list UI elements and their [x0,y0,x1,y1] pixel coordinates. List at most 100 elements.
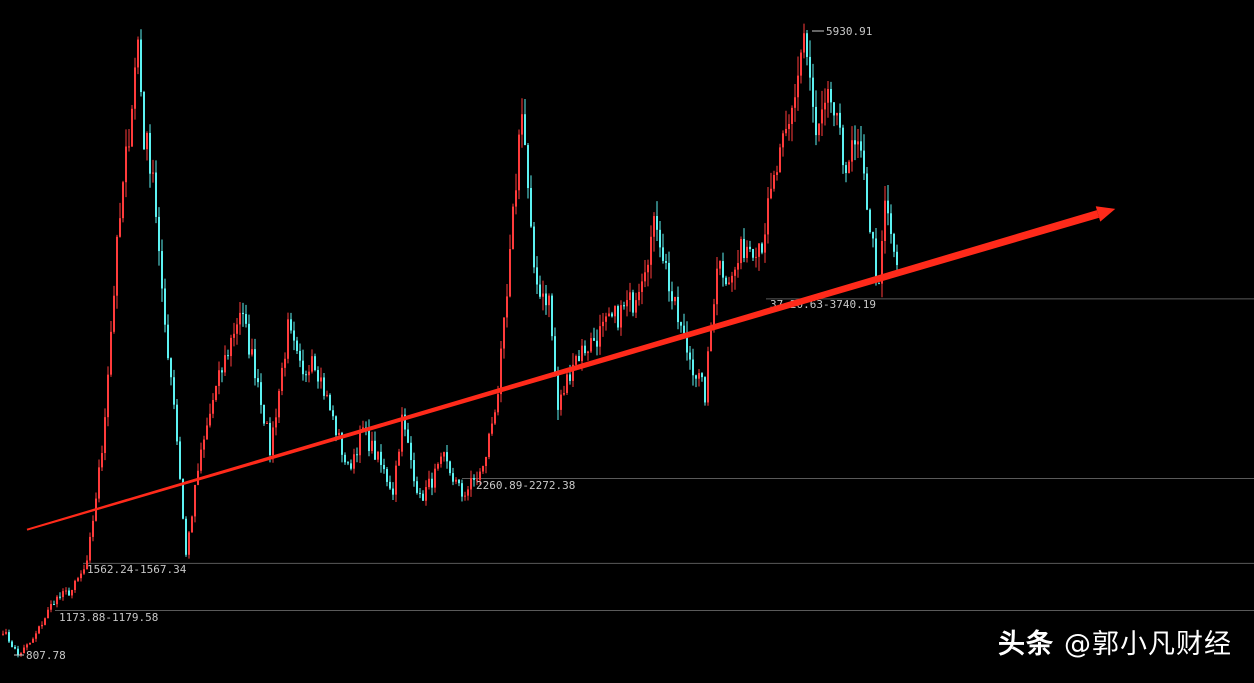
candle-body [83,569,85,574]
candle-body [2,633,4,635]
level-label: 5930.91 [826,25,872,38]
candle-body [566,374,568,394]
candle-body [455,479,457,482]
candle-body [368,428,370,452]
candle-body [854,140,856,145]
candle-body [581,345,583,362]
candle-body [665,260,667,263]
candle-body [185,518,187,555]
candle-body [251,349,253,355]
candle-body [17,648,19,655]
candle-body [554,336,556,372]
candle-body [599,326,601,347]
candle-body [866,173,868,210]
candle-body [527,145,529,189]
candle-body [11,641,13,647]
candle-body [650,236,652,265]
candle-body [452,473,454,482]
candle-body [569,374,571,381]
candle-body [497,394,499,413]
candle-body [734,269,736,276]
candle-body [359,430,361,456]
candle-body [833,102,835,116]
candle-body [671,291,673,302]
candle-body [281,367,283,391]
candle-body [677,296,679,323]
candle-body [611,313,613,317]
candle-body [305,374,307,376]
candle-body [29,642,31,645]
candle-body [560,394,562,410]
candle-body [62,591,64,598]
candle-body [344,454,346,463]
candle-body [476,479,478,481]
candle-body [461,483,463,497]
candle-body [467,489,469,496]
candle-body [107,374,109,418]
candle-body [269,422,271,456]
candle-body [161,251,163,289]
candle-body [131,108,133,147]
candle-body [809,56,811,78]
candle-body [692,359,694,376]
candle-body [56,596,58,605]
candle-body [872,232,874,239]
candle-body [77,578,79,581]
candle-body [443,452,445,457]
candle-body [341,432,343,455]
candle-body [812,77,814,107]
candle-body [893,233,895,252]
candle-body [446,452,448,462]
candle-body [380,451,382,465]
candle-body [728,282,730,285]
candle-body [272,427,274,456]
candle-body [101,453,103,468]
candle-body [296,340,298,351]
candle-body [758,243,760,257]
candle-body [716,268,718,305]
candle-body [275,417,277,428]
candle-body [797,75,799,98]
candle-body [623,305,625,307]
candle-body [869,209,871,233]
candle-body [215,385,217,400]
candle-body [875,238,877,283]
candle-body [659,229,661,248]
candle-body [686,333,688,353]
candle-body [593,338,595,341]
candle-body [644,272,646,282]
candle-body [824,102,826,110]
candle-body [563,393,565,395]
candle-body [572,364,574,381]
candle-body [860,141,862,151]
candle-body [125,146,127,183]
candle-body [722,261,724,278]
candle-body [602,321,604,327]
candle-body [698,373,700,379]
candle-body [725,277,727,285]
candle-body [89,536,91,561]
candle-body [38,626,40,634]
candle-body [830,89,832,103]
candle-body [50,604,52,610]
candle-body [473,478,475,480]
candle-body [218,370,220,386]
candle-body [584,345,586,354]
candle-body [641,281,643,292]
candle-body [746,246,748,258]
candle-body [5,632,7,634]
candle-body [314,356,316,371]
candle-body [416,481,418,493]
candle-body [626,300,628,307]
candle-body [134,67,136,109]
trend-arrow-shaft [26,210,1100,531]
candle-body [890,213,892,234]
candle-body [149,132,151,174]
candle-body [437,463,439,469]
candle-body [398,451,400,466]
candle-body [410,442,412,461]
candle-body [194,484,196,517]
candle-body [779,147,781,173]
candle-body [110,331,112,375]
candle-body [260,382,262,405]
